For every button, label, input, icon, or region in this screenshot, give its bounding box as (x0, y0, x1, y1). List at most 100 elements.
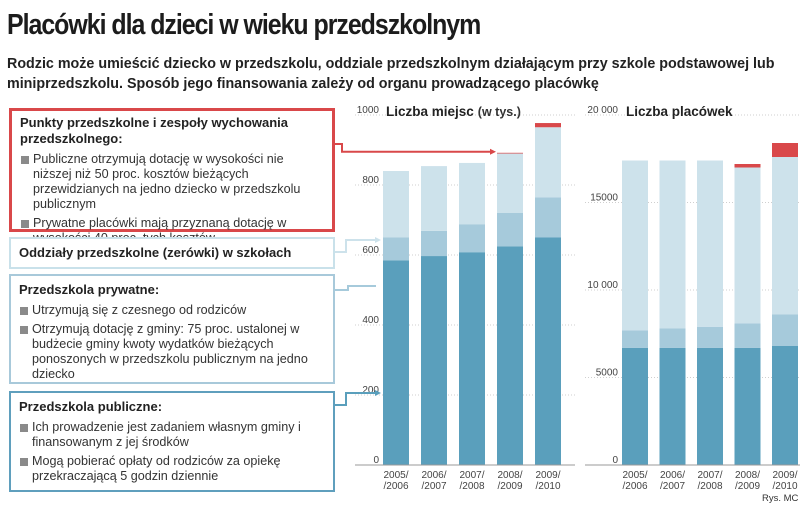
legend-item-text: Publiczne otrzymują dotację w wysokości … (33, 152, 301, 211)
bullet-square-icon (20, 326, 28, 334)
y-tick-label: 5000 (596, 368, 619, 379)
bar-segment-zerowki (383, 171, 409, 238)
x-tick-label: 2006/ (421, 470, 446, 481)
x-tick-label: 2005/ (622, 470, 647, 481)
bar-segment-punkty (734, 164, 761, 168)
bar-segment-publiczne (535, 237, 561, 465)
chart-title: Liczba placówek (626, 104, 733, 119)
connector-punkty (335, 143, 490, 153)
bar-segment-publiczne (659, 347, 686, 465)
legend-item: Mogą pobierać opłaty od rodziców za opie… (19, 454, 325, 484)
page-title: Placówki dla dzieci w wieku przedszkolny… (7, 9, 481, 41)
bar-segment-publiczne (497, 246, 523, 465)
legend-heading-publiczne: Przedszkola publiczne: (19, 399, 163, 414)
connector-publiczne (335, 392, 375, 406)
legend-box-publiczne: Przedszkola publiczne: Ich prowadzenie j… (9, 391, 335, 492)
legend-box-zerowki: Oddziały przedszkolne (zerówki) w szkoła… (9, 237, 335, 269)
x-tick-label: 2007/ (459, 470, 484, 481)
y-tick-label: 15000 (590, 193, 618, 204)
x-tick-label: /2010 (535, 481, 560, 492)
bullet-square-icon (21, 220, 29, 228)
bar-segment-publiczne (697, 347, 723, 465)
legend-item: Otrzymują dotację z gminy: 75 proc. usta… (19, 322, 325, 382)
y-tick-label: 1000 (357, 105, 380, 116)
bar-segment-publiczne (383, 260, 409, 465)
legend-heading-prywatne: Przedszkola prywatne: (19, 282, 160, 297)
x-tick-label: 2005/ (383, 470, 408, 481)
y-tick-label: 10 000 (587, 280, 618, 291)
x-tick-label: /2006 (383, 481, 408, 492)
y-tick-label: 20 000 (587, 105, 618, 116)
bar-segment-publiczne (622, 347, 648, 465)
bullet-square-icon (20, 307, 28, 315)
chart-title: Liczba miejsc (w tys.) (386, 104, 521, 119)
x-tick-label: /2009 (735, 481, 760, 492)
bar-segment-zerowki (459, 162, 485, 225)
x-tick-label: 2009/ (772, 470, 797, 481)
x-tick-label: /2007 (660, 481, 685, 492)
bar-segment-prywatne (497, 213, 523, 247)
connector-prywatne (335, 285, 376, 291)
bar-segment-prywatne (734, 323, 761, 348)
legend-heading-punkty: Punkty przedszkolne i zespoły wychowania… (20, 115, 289, 146)
x-tick-label: /2009 (497, 481, 522, 492)
bar-segment-zerowki (772, 157, 798, 315)
x-tick-label: /2008 (697, 481, 722, 492)
y-tick-label: 0 (373, 455, 379, 466)
x-tick-label: /2007 (421, 481, 446, 492)
x-tick-label: 2006/ (660, 470, 685, 481)
page-subtitle: Rodzic może umieścić dziecko w przedszko… (7, 56, 775, 92)
bar-segment-prywatne (772, 314, 798, 346)
bar-segment-punkty (535, 123, 561, 128)
bar-segment-zerowki (659, 160, 686, 329)
bar-segment-zerowki (421, 166, 447, 231)
legend-item: Publiczne otrzymują dotację w wysokości … (20, 152, 324, 212)
bar-segment-zerowki (497, 153, 523, 213)
bar-segment-zerowki (734, 167, 761, 324)
legend-item-text: Otrzymują dotację z gminy: 75 proc. usta… (32, 322, 308, 381)
bullet-square-icon (20, 458, 28, 466)
connector-zerowki (335, 239, 375, 253)
bar-segment-prywatne (622, 330, 648, 348)
connector-arrow-icon (375, 390, 381, 396)
bar-segment-zerowki (697, 160, 723, 327)
bar-segment-punkty (497, 152, 523, 154)
bar-segment-prywatne (459, 224, 485, 253)
bar-segment-prywatne (383, 237, 409, 261)
x-tick-label: /2010 (772, 481, 797, 492)
y-tick-label: 0 (612, 455, 618, 466)
bar-segment-zerowki (535, 127, 561, 198)
credit: Rys. MC (762, 493, 799, 504)
legend-item: Utrzymują się z czesnego od rodziców (19, 303, 325, 318)
y-tick-label: 400 (362, 315, 379, 326)
x-tick-label: 2008/ (497, 470, 522, 481)
bar-segment-prywatne (659, 328, 686, 348)
bar-segment-prywatne (421, 230, 447, 257)
x-tick-label: /2008 (459, 481, 484, 492)
chart-unit-label: (w tys.) (478, 105, 521, 119)
bar-segment-prywatne (535, 197, 561, 238)
y-tick-label: 800 (362, 175, 379, 186)
bar-segment-punkty (772, 143, 798, 157)
bar-segment-publiczne (734, 347, 761, 465)
connector-arrow-icon (490, 148, 496, 155)
bar-segment-zerowki (622, 160, 648, 331)
bullet-square-icon (21, 156, 29, 164)
bullet-square-icon (20, 424, 28, 432)
y-tick-label: 600 (362, 245, 379, 256)
legend-heading-zerowki: Oddziały przedszkolne (zerówki) w szkoła… (19, 245, 292, 260)
legend-item-text: Ich prowadzenie jest zadaniem własnym gm… (32, 420, 301, 449)
bar-segment-prywatne (697, 326, 723, 348)
bar-segment-publiczne (459, 252, 485, 465)
legend-item-text: Utrzymują się z czesnego od rodziców (32, 303, 247, 317)
x-tick-label: 2007/ (697, 470, 722, 481)
y-tick-label: 200 (362, 385, 379, 396)
legend-item: Ich prowadzenie jest zadaniem własnym gm… (19, 420, 325, 450)
bar-segment-publiczne (772, 346, 798, 465)
x-tick-label: 2009/ (535, 470, 560, 481)
legend-item-text: Mogą pobierać opłaty od rodziców za opie… (32, 454, 281, 483)
x-tick-label: /2006 (622, 481, 647, 492)
bar-segment-publiczne (421, 256, 447, 465)
connector-arrow-icon (375, 237, 381, 243)
